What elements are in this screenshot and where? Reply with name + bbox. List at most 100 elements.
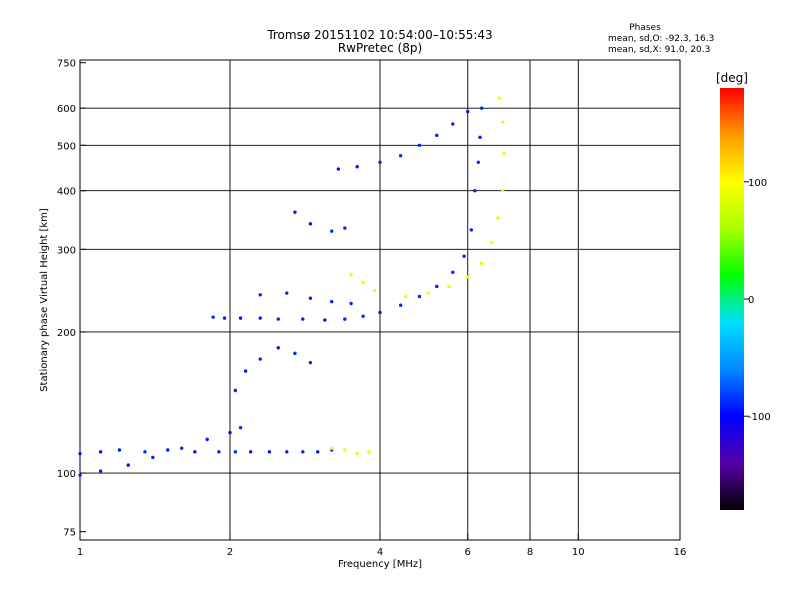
data-point (316, 450, 320, 454)
plot-area: 1 2 4 6 8 10 16 75 100 200 300 400 500 600 750 (57, 59, 686, 558)
x-axis-ticks: 1 2 4 6 8 10 16 (77, 534, 687, 558)
data-point (330, 229, 334, 233)
colorbar-tick-label: 0 (748, 295, 754, 306)
data-point (285, 450, 289, 454)
y-tick-label: 75 (63, 528, 76, 539)
data-point (238, 316, 243, 320)
data-point (285, 291, 289, 295)
data-point (469, 228, 474, 232)
data-point (336, 167, 341, 171)
data-point (355, 165, 359, 169)
y-tick-label: 750 (57, 59, 76, 70)
phase-box-x-stats: mean, sd,X: 91.0, 20.3 (608, 45, 710, 55)
data-point (180, 446, 184, 450)
data-point (233, 388, 238, 393)
data-point (480, 106, 484, 110)
data-point (276, 317, 280, 321)
data-point (476, 160, 481, 164)
data-point (343, 317, 347, 321)
y-tick-label: 300 (57, 245, 76, 256)
data-point (78, 451, 82, 456)
data-point (222, 316, 227, 320)
data-point (435, 284, 439, 289)
data-point (343, 448, 347, 452)
data-point (126, 463, 130, 467)
y-tick-label: 500 (57, 141, 76, 152)
data-point (323, 318, 327, 322)
data-point (426, 291, 430, 295)
data-point (211, 315, 215, 319)
data-point (293, 351, 297, 356)
data-point (462, 254, 466, 258)
data-point (502, 151, 506, 156)
data-point (489, 240, 494, 245)
data-point (496, 216, 500, 220)
data-point (330, 299, 334, 304)
data-point (98, 450, 103, 454)
data-point (367, 450, 371, 454)
data-point (497, 96, 502, 100)
data-point (258, 357, 262, 361)
x-tick-label: 1 (77, 547, 83, 558)
y-tick-label: 200 (57, 328, 76, 339)
x-tick-label: 2 (227, 547, 233, 558)
data-point (308, 222, 313, 226)
data-point (398, 154, 403, 158)
chart-subtitle: RwPretec (8p) (338, 41, 422, 55)
x-axis-label: Frequency [MHz] (338, 559, 422, 570)
y-axis-label: Stationary phase Virtual Height [km] (39, 208, 50, 392)
data-point (466, 109, 470, 114)
data-point (117, 448, 122, 452)
x-tick-label: 6 (465, 547, 471, 558)
colorbar-tick-label: 100 (748, 178, 767, 189)
data-points (78, 96, 506, 477)
data-point (500, 189, 505, 193)
data-point (308, 296, 313, 300)
data-point (378, 310, 382, 315)
data-point (343, 226, 347, 230)
data-point (478, 135, 482, 139)
colorbar-ticks: 100 0 -100 (744, 178, 771, 423)
colorbar-tick-label: -100 (748, 412, 771, 423)
phase-colorbar: [deg] 100 0 -100 (716, 71, 771, 510)
data-point (398, 303, 403, 307)
data-point (233, 450, 238, 454)
data-point (361, 280, 365, 285)
data-point (143, 450, 147, 454)
data-point (238, 425, 243, 430)
y-tick-label: 100 (57, 469, 76, 480)
grid-lines (80, 60, 680, 540)
y-tick-label: 600 (57, 104, 76, 115)
data-point (500, 120, 505, 124)
data-point (417, 294, 422, 299)
data-point (258, 316, 262, 320)
data-point (151, 455, 155, 460)
data-point (243, 369, 248, 373)
data-point (372, 288, 377, 293)
data-point (267, 450, 272, 454)
colorbar-unit-label: [deg] (716, 71, 748, 85)
data-point (301, 450, 305, 454)
data-point (435, 133, 439, 138)
data-point (301, 317, 305, 321)
data-point (451, 122, 455, 126)
data-point (349, 301, 353, 306)
x-tick-label: 16 (674, 547, 687, 558)
chart-title: Tromsø 20151102 10:54:00–10:55:43 (266, 28, 492, 42)
data-point (193, 450, 197, 454)
data-point (293, 210, 297, 214)
data-point (330, 446, 334, 450)
data-point (378, 160, 382, 164)
data-point (417, 143, 422, 147)
data-point (403, 294, 408, 299)
data-point (248, 450, 253, 454)
data-point (217, 450, 221, 454)
data-point (466, 275, 470, 279)
data-point (361, 314, 365, 318)
data-point (228, 430, 232, 435)
data-point (258, 293, 262, 297)
data-point (355, 451, 359, 456)
phase-box-o-stats: mean, sd,O: -92.3, 16.3 (608, 34, 714, 44)
data-point (480, 261, 484, 266)
